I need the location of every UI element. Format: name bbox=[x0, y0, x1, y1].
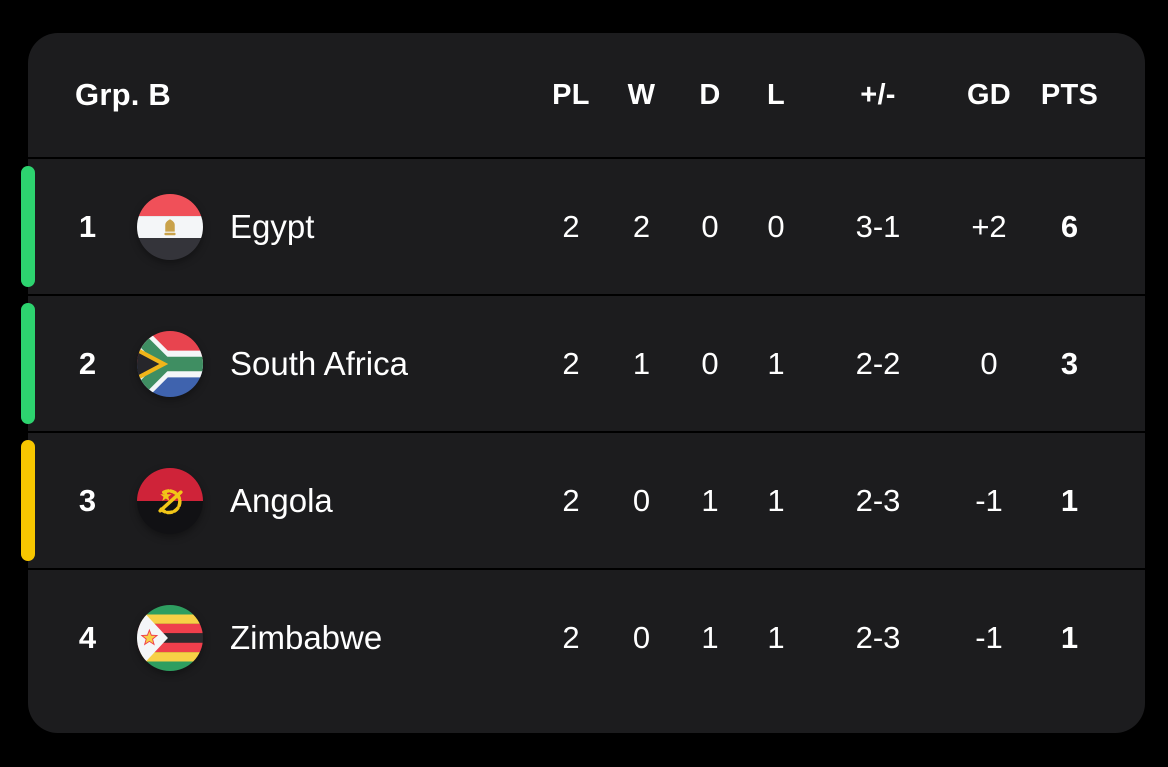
standings-card: Grp. B PL W D L +/- GD PTS 1 bbox=[21, 33, 1145, 733]
table-row-zimbabwe[interactable]: 4 Zimbabwe 2 0 1 1 bbox=[28, 568, 1145, 705]
flag-zimbabwe-icon bbox=[137, 604, 203, 671]
stat-goal-diff: -1 bbox=[975, 619, 1003, 655]
standings-header: Grp. B PL W D L +/- GD PTS bbox=[28, 33, 1145, 157]
qualification-indicator bbox=[21, 166, 35, 287]
flag-egypt-icon bbox=[137, 193, 203, 260]
flag-cell bbox=[115, 330, 225, 397]
stat-losses: 1 bbox=[767, 482, 785, 518]
team-name: Zimbabwe bbox=[230, 618, 383, 656]
flag-south-africa-icon bbox=[137, 330, 203, 397]
flag-cell bbox=[115, 467, 225, 534]
stat-wins: 0 bbox=[632, 482, 651, 518]
rank-value: 2 bbox=[78, 345, 97, 381]
stat-losses: 1 bbox=[767, 345, 785, 381]
stat-played: 2 bbox=[562, 619, 580, 655]
stat-goals: 2-3 bbox=[855, 482, 901, 518]
stat-played: 2 bbox=[562, 208, 580, 244]
rank-value: 1 bbox=[78, 208, 97, 244]
group-title: Grp. B bbox=[75, 77, 171, 112]
column-header-draws: D bbox=[699, 78, 721, 111]
team-name: Egypt bbox=[230, 207, 315, 245]
stat-points: 1 bbox=[1060, 619, 1079, 655]
column-header-points: PTS bbox=[1040, 78, 1099, 111]
column-header-wins: W bbox=[627, 78, 656, 111]
column-header-played: PL bbox=[552, 78, 590, 111]
stat-goals: 3-1 bbox=[855, 208, 901, 244]
team-name: Angola bbox=[230, 481, 333, 519]
rank-value: 3 bbox=[78, 482, 97, 518]
stat-goals: 2-3 bbox=[855, 619, 901, 655]
qualification-indicator bbox=[21, 303, 35, 424]
stat-goal-diff: +2 bbox=[971, 208, 1007, 244]
stat-draws: 1 bbox=[701, 482, 719, 518]
stat-losses: 1 bbox=[767, 619, 785, 655]
stat-points: 6 bbox=[1060, 208, 1079, 244]
stat-wins: 2 bbox=[632, 208, 651, 244]
stat-wins: 0 bbox=[632, 619, 651, 655]
stat-goal-diff: 0 bbox=[980, 345, 998, 381]
stat-draws: 0 bbox=[701, 208, 719, 244]
stat-points: 1 bbox=[1060, 482, 1079, 518]
stat-draws: 0 bbox=[701, 345, 719, 381]
column-header-goal-diff: GD bbox=[966, 78, 1012, 111]
team-name: South Africa bbox=[230, 344, 408, 382]
qualification-indicator bbox=[21, 440, 35, 561]
table-row-angola[interactable]: 3 Angola 2 0 1 1 2-3 -1 1 bbox=[21, 431, 1145, 568]
stat-played: 2 bbox=[562, 345, 580, 381]
stat-wins: 1 bbox=[632, 345, 651, 381]
table-row-egypt[interactable]: 1 Egypt 2 2 0 0 3-1 +2 6 bbox=[21, 157, 1145, 294]
flag-angola-icon bbox=[137, 467, 203, 534]
flag-cell bbox=[115, 604, 225, 671]
stat-points: 3 bbox=[1060, 345, 1079, 381]
column-header-losses: L bbox=[766, 78, 785, 111]
table-row-south-africa[interactable]: 2 South Africa 2 1 0 1 2-2 0 3 bbox=[21, 294, 1145, 431]
stat-losses: 0 bbox=[767, 208, 785, 244]
stat-goals: 2-2 bbox=[855, 345, 901, 381]
rank-value: 4 bbox=[78, 619, 97, 655]
column-header-goals: +/- bbox=[860, 78, 896, 111]
stat-goal-diff: -1 bbox=[975, 482, 1003, 518]
stat-played: 2 bbox=[562, 482, 580, 518]
flag-cell bbox=[115, 193, 225, 260]
stat-draws: 1 bbox=[701, 619, 719, 655]
